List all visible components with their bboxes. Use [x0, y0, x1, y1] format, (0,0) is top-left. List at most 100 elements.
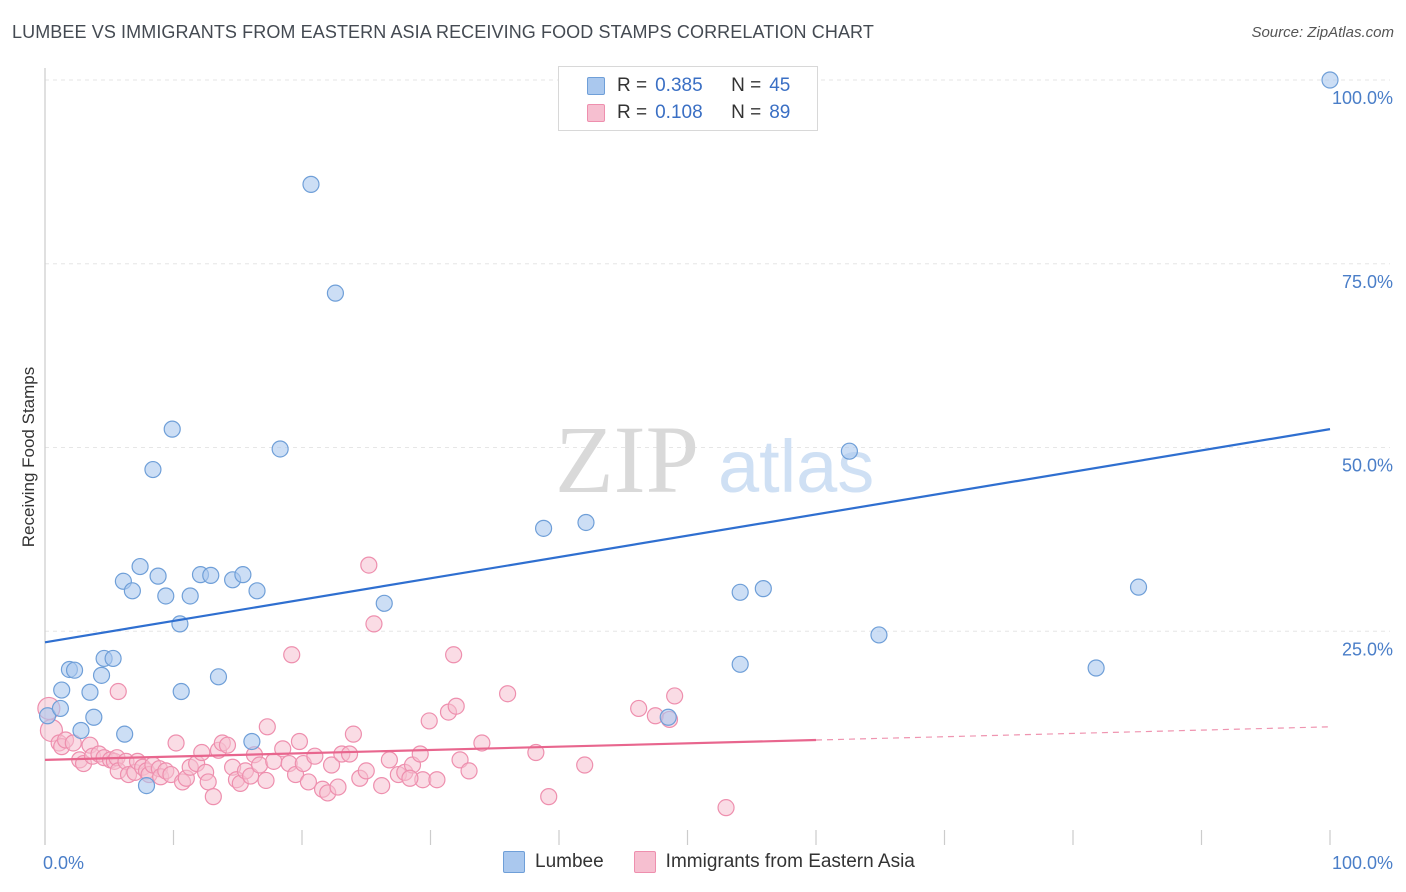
- n-label: N =: [731, 102, 762, 123]
- asia-point: [204, 788, 222, 806]
- y-tick-label: 75.0%: [1342, 272, 1393, 292]
- asia-point: [242, 767, 260, 785]
- asia-point: [109, 682, 127, 701]
- asia-point: [428, 771, 446, 789]
- lumbee-point: [754, 580, 772, 598]
- lumbee-point: [85, 708, 103, 726]
- asia-point: [411, 745, 429, 763]
- r-label: R =: [617, 75, 648, 96]
- asia-point: [460, 762, 478, 780]
- lumbee-point: [248, 582, 266, 600]
- chart-title: LUMBEE VS IMMIGRANTS FROM EASTERN ASIA R…: [12, 22, 874, 42]
- asia-point: [499, 685, 517, 703]
- asia-point: [64, 734, 82, 752]
- lumbee-point: [209, 668, 228, 686]
- lumbee-point: [243, 732, 261, 751]
- asia-point: [329, 778, 347, 796]
- lumbee-point: [375, 594, 393, 612]
- lumbee-point: [1087, 659, 1105, 677]
- lumbee-point: [1321, 71, 1339, 89]
- lumbee-point: [731, 583, 749, 601]
- lumbee-point: [104, 649, 122, 668]
- x-tick-label: 100.0%: [1332, 853, 1393, 873]
- lumbee-point: [65, 661, 84, 679]
- y-tick-label: 25.0%: [1342, 639, 1393, 659]
- source-label: Source: ZipAtlas.com: [1251, 24, 1394, 41]
- r-value: 0.108: [655, 102, 703, 123]
- asia-point: [283, 646, 301, 664]
- lumbee-point: [131, 557, 149, 576]
- lumbee-point: [870, 626, 888, 644]
- asia-point: [357, 762, 375, 780]
- lumbee-point: [92, 666, 111, 684]
- lumbee-point: [271, 440, 289, 458]
- grid-lines: [45, 79, 1390, 632]
- series-asia-points: [37, 556, 735, 817]
- lumbee-legend-swatch: [503, 851, 525, 873]
- asia-point: [373, 776, 391, 795]
- y-tick-label: 100.0%: [1332, 88, 1393, 108]
- asia-point: [666, 687, 684, 705]
- asia-legend-swatch: [633, 851, 656, 873]
- lumbee-point: [157, 587, 175, 605]
- asia-point: [630, 699, 648, 718]
- lumbee-trend-line: [44, 428, 1331, 644]
- stats-legend: R = 0.385 N = 45 R = 0.108 N = 89: [558, 66, 818, 131]
- series-legend: Lumbee Immigrants from Eastern Asia: [503, 851, 945, 873]
- asia-point: [340, 745, 359, 763]
- asia-trend-line: [44, 738, 817, 761]
- lumbee-point: [731, 655, 749, 673]
- lumbee-point: [302, 175, 320, 193]
- lumbee-point: [234, 566, 252, 584]
- asia-point: [360, 556, 378, 574]
- asia-point: [576, 756, 594, 774]
- r-value: 0.385: [655, 75, 703, 96]
- lumbee-point: [149, 567, 167, 585]
- lumbee-point: [53, 681, 71, 699]
- asia-point: [451, 751, 469, 769]
- lumbee-point: [137, 776, 156, 795]
- y-axis-label: Receiving Food Stamps: [19, 367, 38, 547]
- legend-item-asia[interactable]: Immigrants from Eastern Asia: [633, 851, 915, 873]
- asia-point: [445, 646, 463, 664]
- asia-point: [306, 747, 324, 765]
- asia-point: [527, 743, 545, 762]
- lumbee-point: [163, 420, 181, 438]
- lumbee-point: [51, 699, 70, 718]
- asia-point: [540, 788, 558, 806]
- asia-point: [167, 734, 185, 752]
- series-lumbee-points: [38, 71, 1339, 795]
- lumbee-point: [38, 707, 57, 725]
- legend-label-lumbee: Lumbee: [535, 851, 604, 872]
- lumbee-point: [116, 725, 134, 743]
- watermark: ZIP atlas: [555, 406, 874, 513]
- lumbee-swatch: [587, 77, 605, 95]
- asia-point: [257, 771, 275, 790]
- lumbee-point: [577, 513, 595, 532]
- lumbee-point: [202, 566, 220, 584]
- asia-point: [420, 712, 438, 730]
- n-label: N =: [731, 75, 762, 96]
- asia-point: [380, 751, 398, 769]
- lumbee-point: [123, 582, 141, 600]
- x-tick-labels: 0.0% 100.0%: [43, 853, 1393, 873]
- lumbee-point: [840, 442, 859, 460]
- asia-point: [365, 615, 383, 633]
- asia-point: [290, 732, 309, 751]
- asia-point: [299, 773, 318, 791]
- asia-swatch: [587, 104, 605, 122]
- asia-point: [344, 725, 362, 743]
- asia-point: [258, 718, 276, 736]
- asia-point: [401, 769, 419, 787]
- legend-row-asia: R = 0.108 N = 89: [587, 101, 790, 125]
- lumbee-point: [72, 721, 90, 740]
- asia-point: [473, 734, 491, 752]
- lumbee-point: [172, 682, 190, 701]
- lumbee-point: [181, 587, 199, 605]
- asia-point: [447, 697, 465, 715]
- legend-item-lumbee[interactable]: Lumbee: [503, 851, 604, 873]
- legend-row-lumbee: R = 0.385 N = 45: [587, 74, 790, 98]
- asia-point: [193, 743, 211, 762]
- lumbee-point: [659, 708, 677, 726]
